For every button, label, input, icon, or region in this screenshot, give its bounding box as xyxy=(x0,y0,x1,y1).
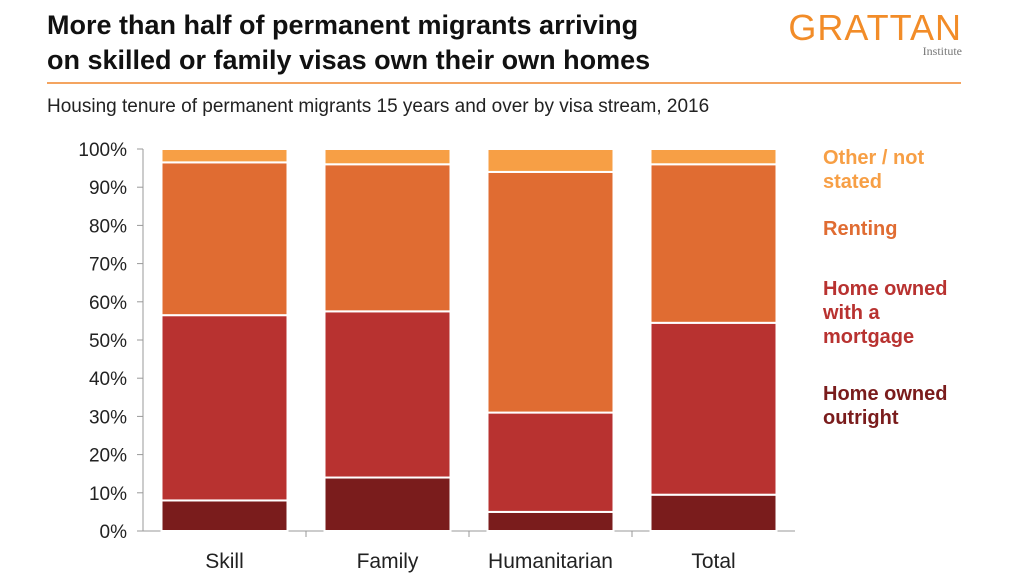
y-tick-label: 0% xyxy=(100,522,128,543)
grattan-logo: GRATTAN Institute xyxy=(788,10,962,59)
legend-label-line: Renting xyxy=(823,218,898,240)
y-tick-label: 100% xyxy=(78,140,127,161)
legend-label-line: Home owned xyxy=(823,383,948,405)
bar-segment xyxy=(160,161,289,317)
y-tick-label: 80% xyxy=(89,216,127,237)
bar-segment xyxy=(649,493,778,532)
y-tick-label: 70% xyxy=(89,255,127,276)
logo-word: GRATTAN xyxy=(788,7,962,48)
chart-subtitle: Housing tenure of permanent migrants 15 … xyxy=(47,96,710,117)
legend-item: Renting xyxy=(823,217,1003,241)
legend-item: Home owned with a mortgage xyxy=(823,277,1003,349)
title-divider xyxy=(47,82,961,84)
y-tick-label: 50% xyxy=(89,331,127,352)
legend-label-line: Other / not xyxy=(823,147,925,169)
legend-label-line: outright xyxy=(823,407,899,429)
legend-label-line: stated xyxy=(823,171,882,193)
legend-label-line: mortgage xyxy=(823,326,915,348)
bar-segment xyxy=(486,148,615,173)
bar-segment xyxy=(323,476,452,532)
chart-title-line-2: on skilled or family visas own their own… xyxy=(47,45,651,75)
bar-segment xyxy=(160,148,289,164)
chart-title: More than half of permanent migrants arr… xyxy=(47,8,787,78)
bar-segment xyxy=(160,499,289,533)
legend-label-line: with a xyxy=(823,302,880,324)
bar-segment xyxy=(486,170,615,414)
bar-segment xyxy=(323,163,452,313)
y-tick-label: 90% xyxy=(89,178,127,199)
bar-segment xyxy=(649,321,778,496)
x-tick-label: Humanitarian xyxy=(488,550,613,573)
y-tick-label: 40% xyxy=(89,369,127,390)
legend-item: Home owned outright xyxy=(823,382,1003,430)
bar-segment xyxy=(486,411,615,513)
legend-label-line: Home owned xyxy=(823,278,948,300)
y-tick-label: 20% xyxy=(89,446,127,467)
x-tick-label: Family xyxy=(357,550,419,573)
bar-segment xyxy=(649,148,778,166)
x-tick-label: Skill xyxy=(205,550,244,573)
y-tick-label: 10% xyxy=(89,484,127,505)
bar-segment xyxy=(323,310,452,479)
y-tick-label: 60% xyxy=(89,293,127,314)
x-tick-label: Total xyxy=(691,550,735,573)
legend-item: Other / not stated xyxy=(823,146,1003,194)
chart-title-line-1: More than half of permanent migrants arr… xyxy=(47,10,639,40)
y-tick-label: 30% xyxy=(89,407,127,428)
bar-segment xyxy=(160,314,289,502)
logo-sub: Institute xyxy=(922,44,962,58)
bar-segment xyxy=(323,148,452,166)
bar-segment xyxy=(649,163,778,324)
bar-segment xyxy=(486,510,615,532)
